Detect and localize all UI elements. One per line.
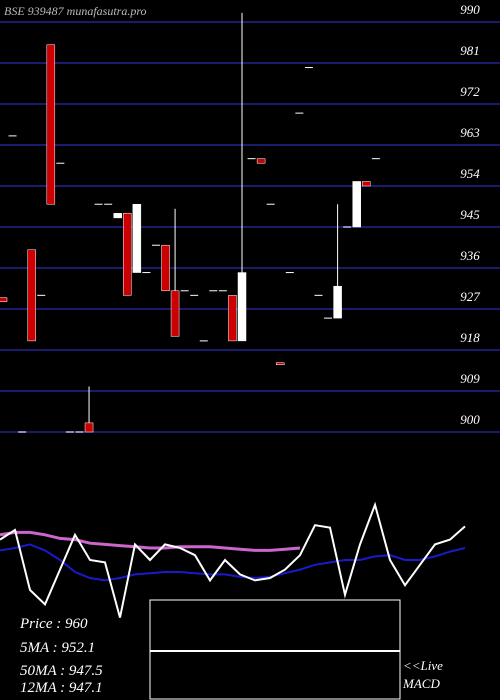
candle-body [352,181,361,228]
stat: 5MA : 952.1 [20,640,95,656]
candle-body [256,158,266,164]
candle-body [362,181,371,187]
chart-title: BSE 939487 munafasutra.pro [4,4,147,18]
y-tick-label: 936 [460,248,480,263]
candle-body [84,422,94,433]
indicator-line [0,543,466,582]
candle-body [170,290,180,337]
indicator-line [0,501,466,618]
candle-body [228,295,237,342]
y-tick-label: 900 [460,412,480,427]
candle-body [46,44,56,205]
y-tick-label: 990 [460,2,480,17]
candle-body [237,272,247,342]
y-tick-label: 918 [460,330,480,345]
candle-body [113,213,122,219]
candle-body [27,249,36,342]
y-tick-label: 963 [460,125,480,140]
candle-body [275,362,285,366]
y-tick-label: 954 [460,166,480,181]
indicator-line [0,530,301,552]
candle-body [333,285,342,319]
stat: Price : 960 [19,616,88,632]
macd-label: <<Live [403,658,443,673]
candle-body [132,203,142,273]
y-tick-label: 972 [460,84,480,99]
stat: 50MA : 947.5 [20,663,103,679]
y-tick-label: 909 [460,371,480,386]
candle-body [0,297,8,302]
y-tick-label: 981 [460,43,480,58]
y-tick-label: 927 [460,289,480,304]
y-tick-label: 945 [460,207,480,222]
candle-body [123,213,132,296]
macd-box [149,599,401,700]
macd-label: MACD [402,676,440,691]
candle-body [161,244,170,292]
stat: 12MA : 947.1 [20,680,103,696]
